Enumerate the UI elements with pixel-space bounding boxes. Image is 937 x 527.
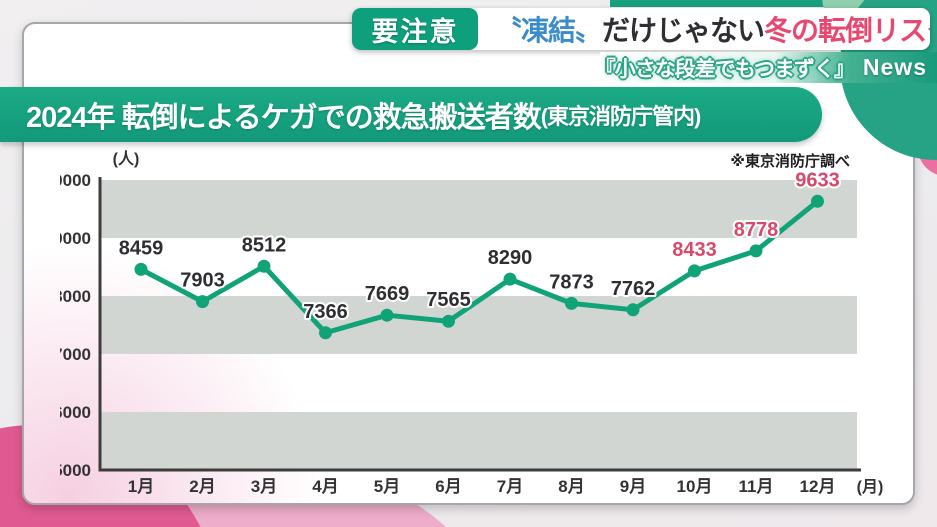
svg-text:5000: 5000	[60, 461, 91, 480]
svg-text:7565: 7565	[426, 289, 471, 311]
svg-text:8778: 8778	[734, 219, 779, 241]
svg-text:8512: 8512	[242, 234, 287, 256]
chart-title-text: 2024年 転倒によるケガでの救急搬送者数	[26, 101, 542, 134]
svg-text:(人): (人)	[113, 150, 140, 168]
svg-text:3月: 3月	[251, 477, 277, 496]
svg-text:7903: 7903	[180, 270, 225, 292]
svg-text:7669: 7669	[365, 283, 410, 305]
svg-text:9000: 9000	[60, 229, 91, 248]
svg-text:8月: 8月	[558, 477, 584, 496]
svg-text:8433: 8433	[672, 239, 717, 261]
headline-freeze-text: 〝凍結〟	[494, 15, 603, 46]
news-label: News	[862, 54, 927, 80]
svg-text:7762: 7762	[611, 278, 656, 300]
svg-text:9月: 9月	[620, 477, 646, 496]
headline-middle-text: だけじゃない	[602, 15, 765, 46]
svg-text:7366: 7366	[303, 301, 348, 323]
svg-text:5月: 5月	[374, 477, 400, 496]
svg-text:6000: 6000	[60, 403, 91, 422]
svg-text:7月: 7月	[497, 477, 523, 496]
svg-text:8459: 8459	[119, 237, 164, 259]
svg-text:7000: 7000	[60, 345, 91, 364]
chart-title-suffix: (東京消防庁管内)	[540, 103, 702, 129]
subheadline-text: 『小さな段差でもつまずく』	[594, 57, 855, 81]
svg-text:6月: 6月	[435, 477, 461, 496]
fall-transport-line-chart: 5000 6000 7000 8000 9000 10000 (人) (月) 1月 2月 3月 4月 5…	[44, 150, 884, 496]
svg-text:8290: 8290	[488, 247, 533, 269]
svg-text:12月: 12月	[800, 477, 836, 496]
svg-text:8000: 8000	[60, 287, 91, 306]
svg-text:(月): (月)	[857, 478, 884, 496]
svg-text:11月: 11月	[739, 477, 774, 496]
subheadline-strip: 『小さな段差でもつまずく』 News	[595, 52, 937, 83]
svg-text:2月: 2月	[189, 477, 215, 496]
chart-title-banner: 2024年 転倒によるケガでの救急搬送者数 (東京消防庁管内)	[0, 87, 822, 142]
alert-badge: 要注意	[352, 8, 478, 50]
headline-risk-text: 冬の転倒リスク	[764, 15, 930, 46]
svg-text:10000: 10000	[60, 171, 91, 190]
source-note: ※東京消防庁調べ	[730, 153, 850, 170]
decor-top-teal-strip	[610, 0, 937, 7]
svg-text:9633: 9633	[795, 169, 840, 191]
chart-area: 5000 6000 7000 8000 9000 10000 (人) (月) 1月 2月 3月 4月 5…	[44, 140, 920, 510]
svg-text:1月: 1月	[128, 477, 154, 496]
svg-text:4月: 4月	[312, 477, 338, 496]
svg-text:10月: 10月	[677, 477, 713, 496]
svg-text:7873: 7873	[549, 271, 594, 293]
